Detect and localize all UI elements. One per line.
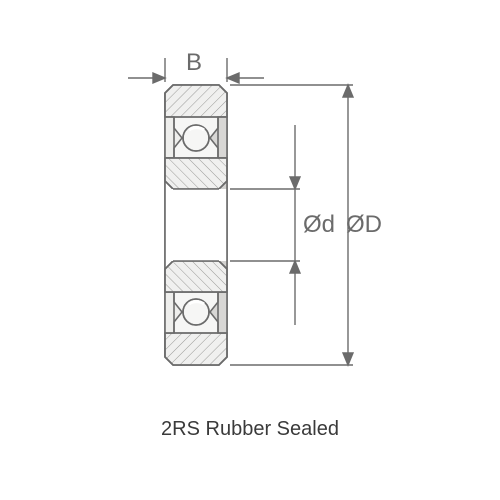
label-B: B bbox=[186, 49, 202, 76]
label-D: ØD bbox=[346, 211, 382, 238]
dimension-B: B bbox=[128, 49, 264, 83]
label-d: Ød bbox=[303, 211, 335, 238]
bearing-cross-section bbox=[165, 85, 227, 365]
dimension-d bbox=[230, 125, 300, 325]
diagram-caption: 2RS Rubber Sealed bbox=[0, 418, 500, 441]
bearing-diagram: B Ød ØD 2RS Rubber Sealed bbox=[0, 0, 500, 500]
